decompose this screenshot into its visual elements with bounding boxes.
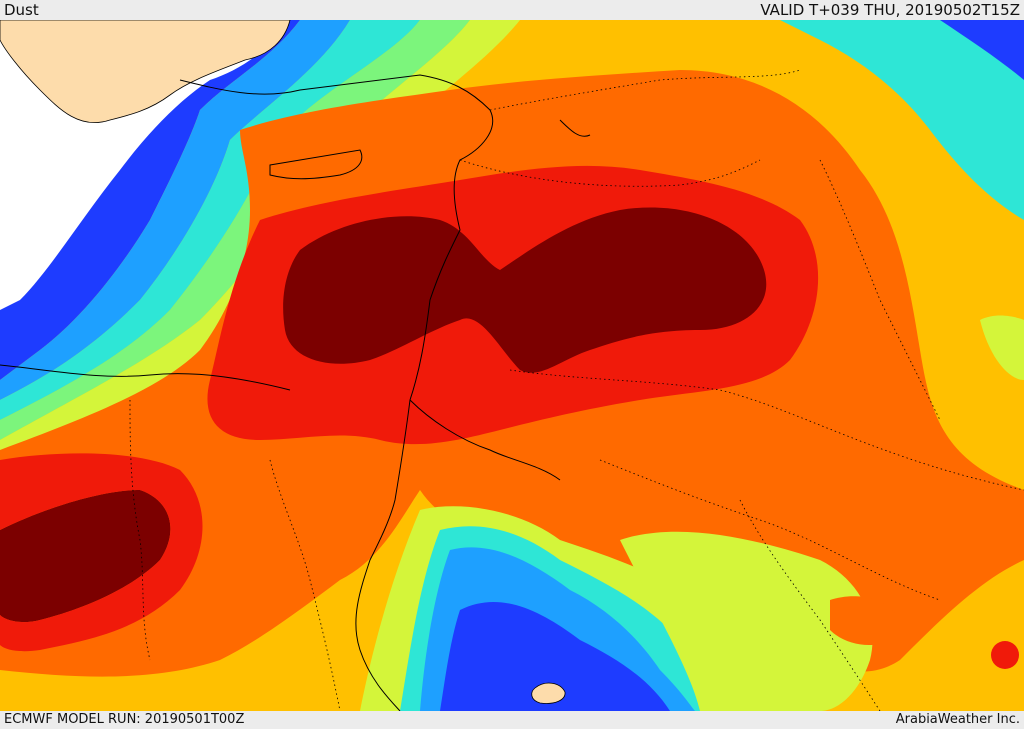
gulf-cyan-band [780,20,1024,220]
valid-time-title: VALID T+039 THU, 20190502T15Z [760,1,1020,19]
country-borders [129,69,1024,711]
coastlines [0,74,591,711]
footer-bar: ECMWF MODEL RUN: 20190501T00Z ArabiaWeat… [0,711,1024,729]
dust-map [0,20,1024,711]
mediterranean-cyan [0,20,420,420]
arabia-yellowgreen [620,531,873,711]
header-bar: Dust VALID T+039 THU, 20190502T15Z [0,0,1024,20]
mediterranean-outer-blue [0,20,350,400]
redsea-deepblue [440,601,670,711]
dust-darkred-levant [283,207,767,373]
land-greece-turkey [0,20,291,124]
dust-red-libya [0,453,203,652]
dust-orange-southeast-blob [830,596,900,645]
model-run-label: ECMWF MODEL RUN: 20190501T00Z [4,712,245,727]
dust-darkred-libya [0,490,171,623]
land-tan-southwest [531,682,566,704]
dust-map-svg [0,20,1024,711]
parameter-title: Dust [4,1,39,19]
east-green-patch [980,315,1024,380]
credit-label: ArabiaWeather Inc. [895,712,1020,727]
dust-red-spot-southeast [991,641,1019,669]
gulf-blue [940,20,1024,80]
